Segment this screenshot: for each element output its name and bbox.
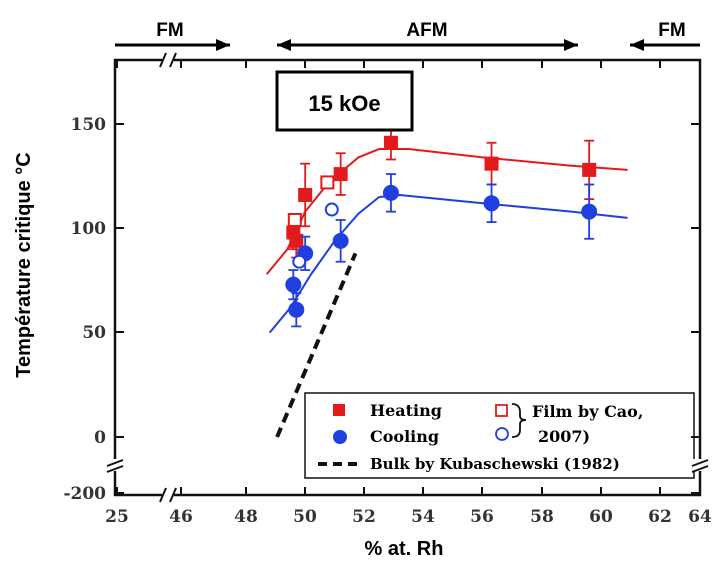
x-tick-label: 52 [352, 507, 376, 527]
y-tick-label: -200 [63, 484, 106, 504]
fit-line-1 [268, 193, 628, 334]
legend-film-year-label: 2007) [538, 427, 590, 446]
cooling-point [581, 203, 598, 220]
x-tick-label: 62 [648, 507, 672, 527]
chart-title: 15 kOe [308, 91, 380, 116]
legend-heating-marker [333, 404, 345, 416]
y-tick-label: 100 [71, 219, 107, 239]
axis-break-top-slash-1 [159, 52, 167, 68]
axis-break-right-slash-2 [691, 465, 709, 473]
title-box-frame [275, 70, 414, 132]
cooling-point [332, 232, 349, 249]
axes: 25 46 48 50 52 54 56 58 60 62 64 -200 0 50 100 150 [63, 52, 712, 527]
heating-point [582, 162, 597, 177]
legend-cooling-marker [333, 430, 347, 444]
legend-film-square-marker [495, 404, 508, 417]
axis-break-bottom-slash-1 [159, 487, 167, 503]
x-tick-label: 58 [530, 507, 554, 527]
axis-break-bottom-slash-2 [169, 487, 177, 503]
cooling-point [382, 184, 399, 201]
legend-frame [304, 392, 695, 479]
x-tick-label: 64 [688, 507, 712, 527]
cooling-point [288, 301, 305, 318]
cooling-point [483, 195, 500, 212]
x-axis-label: % at. Rh [365, 538, 444, 560]
axis-break-right-slash-1 [691, 459, 709, 467]
x-tick-label: 50 [293, 507, 317, 527]
phase-label-afm: AFM [406, 20, 447, 41]
legend-cooling-label: Cooling [370, 427, 439, 446]
x-tick-label: 60 [589, 507, 613, 527]
field-title-box: 15 kOe [275, 70, 414, 132]
legend: Heating Cooling Film by Cao, 2007) Bulk … [304, 392, 695, 479]
legend-film-label: Film by Cao, [532, 402, 643, 421]
legend-film-brace [511, 403, 527, 438]
cooling-point [285, 276, 302, 293]
film-square-point [287, 212, 302, 227]
heating-point [289, 233, 304, 248]
phase-label-fm-right: FM [658, 20, 685, 41]
legend-bulk-label: Bulk by Kubaschewski (1982) [370, 455, 620, 473]
axis-break-top-slash-2 [169, 52, 177, 68]
x-tick-label: 54 [411, 507, 435, 527]
film-circle-point [324, 202, 339, 217]
phase-arrow-afm-head-left [277, 39, 291, 51]
heating-point [484, 156, 499, 171]
film-square-point [320, 175, 335, 190]
phase-arrow-fm-left-head-right [216, 39, 230, 51]
legend-heating-label: Heating [370, 401, 442, 420]
y-tick-label: 50 [82, 323, 106, 343]
heating-point [298, 187, 313, 202]
heating-point [333, 167, 348, 182]
phase-arrow-fm-right-head-left [630, 39, 644, 51]
phase-label-fm-left: FM [156, 20, 183, 41]
x-tick-label: 46 [169, 507, 193, 527]
data-marks [265, 125, 628, 438]
y-tick-label: 0 [94, 428, 106, 448]
axis-break-left-slash-1 [106, 459, 124, 467]
phase-arrow-afm-head-right [564, 39, 578, 51]
bulk-dashed-line [275, 252, 358, 438]
legend-film-circle-marker [495, 427, 509, 441]
y-tick-label: 150 [71, 115, 107, 135]
heating-point [383, 135, 398, 150]
plot-frame [113, 58, 702, 497]
y-axis-label: Température critique °C [13, 152, 35, 377]
x-tick-label: 56 [470, 507, 494, 527]
x-tick-label: 48 [234, 507, 258, 527]
x-tick-label: 25 [105, 507, 129, 527]
axis-break-left-slash-2 [106, 465, 124, 473]
phase-region-arrows: FM AFM FM [115, 20, 700, 51]
film-circle-point [292, 254, 307, 269]
